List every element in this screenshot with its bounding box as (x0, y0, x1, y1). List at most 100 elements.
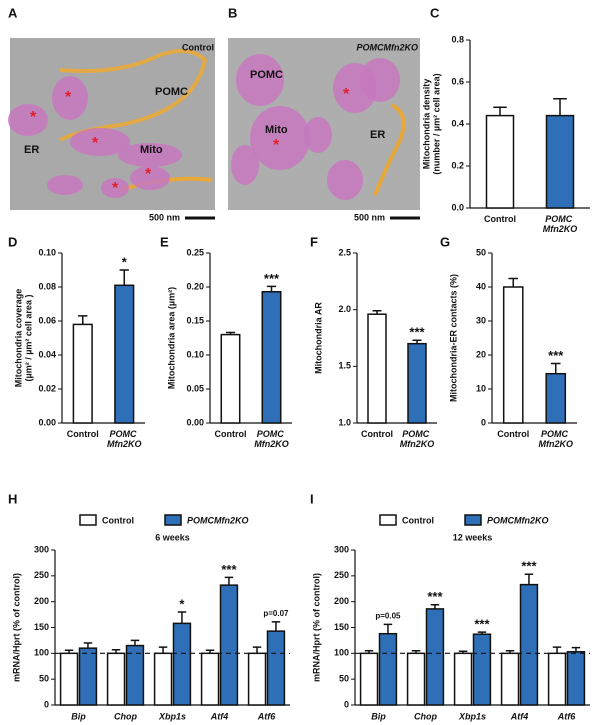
y-tick-label: 250 (334, 570, 349, 580)
bar (453, 652, 473, 706)
x-tick-label: Bip (71, 711, 86, 721)
mitochondrion (8, 104, 48, 136)
error-bar (130, 639, 140, 646)
error-bar (550, 362, 561, 374)
y-tick-label: 300 (34, 544, 49, 554)
y-tick-label: 50 (476, 247, 486, 257)
error-bar (252, 646, 262, 654)
bar (472, 633, 492, 706)
bar (519, 583, 539, 706)
y-axis-label: (µm² / µm² cell area ) (23, 295, 33, 382)
y-tick-label: 0.04 (38, 349, 56, 359)
bar (219, 584, 239, 706)
image-caption: POMCMfn2KO (357, 42, 419, 52)
bar (378, 632, 398, 706)
x-tick-label: POMC Mfn2KO (543, 214, 578, 234)
mitochondrion (304, 117, 332, 153)
error-bar (271, 621, 281, 632)
significance-label: *** (427, 589, 443, 604)
error-bar (552, 646, 562, 654)
error-bar (430, 604, 440, 609)
error-bar (158, 646, 168, 654)
asterisk-marker: * (343, 86, 350, 103)
legend-label: POMCMfn2KO (187, 515, 249, 525)
x-tick-label: Atf6 (557, 711, 576, 721)
y-tick-label: 0.25 (186, 247, 204, 257)
error-bar (266, 285, 277, 292)
y-tick-label: 0.08 (38, 281, 56, 291)
error-bar (78, 315, 88, 325)
x-tick-label: Bip (371, 711, 386, 721)
image-label: POMC (155, 86, 188, 98)
scale-bar-label: 500 nm (149, 212, 180, 222)
y-tick-label: 0.02 (38, 383, 56, 393)
y-tick-label: 200 (334, 596, 349, 606)
scale-bar-label: 500 nm (354, 212, 385, 222)
y-tick-label: 2.0 (338, 304, 351, 314)
bar (500, 652, 520, 706)
y-tick-label: 0 (481, 417, 486, 427)
error-bar (177, 611, 187, 624)
mitochondrion (101, 178, 129, 198)
y-tick-label: 150 (334, 622, 349, 632)
x-tick-label: Xbp1s (458, 711, 486, 721)
significance-label: * (122, 254, 128, 269)
bar (220, 333, 241, 424)
y-tick-label: 30 (476, 315, 486, 325)
mitochondrion (70, 128, 130, 156)
legend-label: Control (102, 515, 134, 525)
significance-label: *** (409, 325, 425, 340)
y-axis-label: Mitochondria-ER contacts (%) (448, 274, 458, 402)
x-tick-label: Chop (414, 711, 437, 721)
y-tick-label: 0.15 (186, 315, 204, 325)
panel-letter: D (8, 234, 17, 249)
panel-letter: I (310, 491, 314, 506)
x-tick-label: Control (497, 429, 529, 439)
y-tick-label: 0.6 (451, 76, 464, 86)
asterisk-marker: * (30, 109, 37, 126)
error-bar (224, 576, 234, 586)
error-bar (383, 623, 393, 634)
x-tick-label: Control (484, 214, 516, 224)
y-tick-label: 0.10 (38, 247, 56, 257)
bar (566, 651, 586, 706)
error-bar (477, 631, 487, 635)
y-tick-label: 0.00 (186, 417, 204, 427)
chart-title: 12 weeks (453, 532, 493, 542)
error-bar (119, 269, 129, 286)
micrograph-b: * * POMC Mito ER (228, 38, 420, 210)
legend-label: Control (402, 515, 434, 525)
error-bar (524, 573, 534, 585)
y-tick-label: 100 (334, 648, 349, 658)
error-bar (411, 650, 421, 654)
asterisk-marker: * (145, 166, 152, 183)
bar (545, 114, 575, 209)
panel-letter: E (160, 234, 169, 249)
bar (106, 652, 126, 706)
y-tick-label: 100 (34, 648, 49, 658)
bar (406, 652, 426, 706)
significance-label: *** (548, 348, 564, 363)
x-tick-label: Atf4 (210, 711, 229, 721)
panel-letter: H (8, 491, 17, 506)
significance-label: * (179, 596, 185, 611)
y-tick-label: 0.00 (38, 417, 56, 427)
error-bar (111, 648, 121, 654)
significance-label: *** (521, 559, 537, 574)
x-tick-label: POMC Mfn2KO (107, 429, 142, 449)
y-tick-label: 0.2 (451, 160, 464, 170)
error-bar (412, 339, 422, 344)
x-tick-label: Atf6 (257, 711, 276, 721)
bar (247, 652, 267, 706)
mitochondrion (327, 160, 363, 200)
bar (72, 323, 93, 424)
x-tick-label: Control (361, 429, 393, 439)
asterisk-marker: * (65, 89, 72, 106)
y-tick-label: 0.05 (186, 383, 204, 393)
y-tick-label: 0.10 (186, 349, 204, 359)
x-tick-label: POMC Mfn2KO (254, 429, 289, 449)
panel-letter: C (430, 5, 440, 20)
y-tick-label: 0 (344, 699, 349, 709)
error-bar (225, 331, 236, 335)
chart-title: 6 weeks (155, 532, 190, 542)
